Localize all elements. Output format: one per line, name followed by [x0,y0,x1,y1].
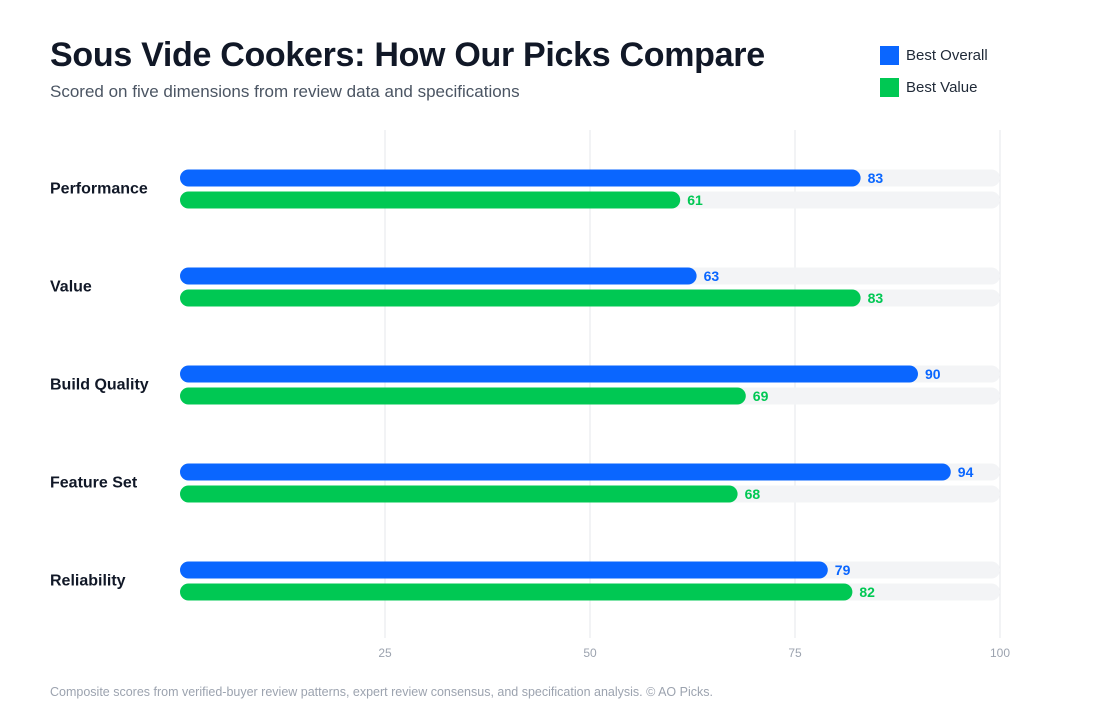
category-label-performance: Performance [50,181,148,198]
chart-subtitle: Scored on five dimensions from review da… [50,82,520,101]
category-label-build-quality: Build Quality [50,377,149,394]
data-label-build-quality-best-value: 69 [753,388,769,404]
bar-build-quality-best-overall [180,365,918,383]
legend-item-best-value: Best Value [880,77,988,97]
data-label-performance-best-value: 61 [687,192,703,208]
legend-item-best-overall: Best Overall [880,45,988,65]
data-label-feature-set-best-value: 68 [745,486,761,502]
bar-feature-set-best-overall [180,463,951,481]
data-label-value-best-value: 83 [868,290,884,306]
data-label-performance-best-overall: 83 [868,170,884,186]
legend-label-best-value: Best Value [906,78,978,96]
bar-build-quality-best-value [180,387,746,405]
category-label-reliability: Reliability [50,573,126,590]
bar-reliability-best-overall [180,561,828,579]
category-label-value: Value [50,279,92,296]
data-label-reliability-best-value: 82 [859,584,875,600]
bar-performance-best-overall [180,169,861,187]
legend-label-best-overall: Best Overall [906,46,988,64]
bar-feature-set-best-value [180,485,738,503]
x-tick-label-50: 50 [583,646,597,660]
chart-title: Sous Vide Cookers: How Our Picks Compare [50,36,765,74]
data-label-reliability-best-overall: 79 [835,562,851,578]
bar-reliability-best-value [180,583,853,601]
legend-swatch-best-value [880,77,899,97]
chart-footnote: Composite scores from verified-buyer rev… [50,685,713,699]
bar-value-best-overall [180,267,697,285]
x-tick-label-25: 25 [378,646,392,660]
category-label-feature-set: Feature Set [50,475,138,492]
bar-performance-best-value [180,191,681,209]
x-tick-label-75: 75 [788,646,802,660]
data-label-build-quality-best-overall: 90 [925,366,941,382]
bar-value-best-value [180,289,861,307]
x-tick-label-100: 100 [990,646,1010,660]
data-label-value-best-overall: 63 [704,268,720,284]
legend-swatch-best-overall [880,45,899,65]
data-label-feature-set-best-overall: 94 [958,464,974,480]
chart-legend: Best Overall Best Value [880,45,988,109]
